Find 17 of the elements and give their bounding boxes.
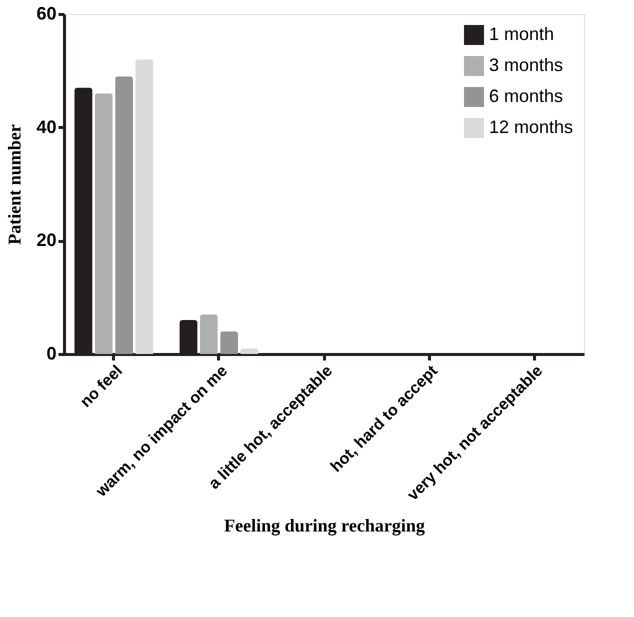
legend-label: 3 months (489, 55, 564, 75)
bar (220, 331, 238, 354)
y-axis-title: Patient number (4, 124, 24, 245)
y-tick-label: 20 (36, 230, 56, 250)
bar (115, 76, 133, 354)
legend-label: 1 month (489, 24, 554, 44)
x-tick-label: no feel (77, 362, 126, 411)
bar (94, 93, 113, 354)
bar (200, 314, 218, 354)
y-tick-label: 60 (36, 4, 56, 24)
bar (240, 348, 258, 354)
bar (135, 59, 154, 354)
legend-label: 6 months (489, 86, 564, 106)
y-tick-label: 40 (36, 116, 56, 137)
y-tick-label: 0 (46, 344, 56, 364)
x-axis-title: Feeling during recharging (224, 515, 425, 536)
legend-label: 12 months (489, 117, 574, 137)
